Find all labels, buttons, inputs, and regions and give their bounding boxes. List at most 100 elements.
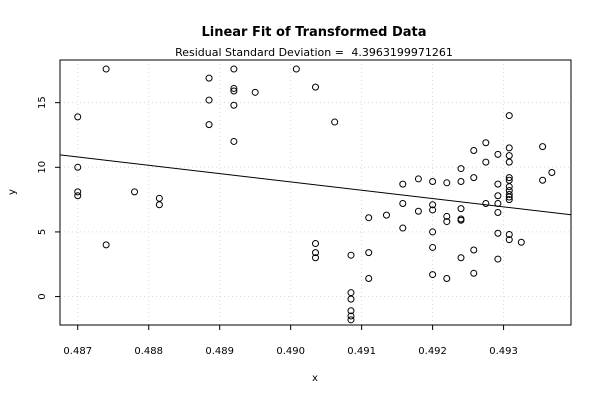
- data-point: [131, 188, 139, 196]
- fit-line: [59, 154, 572, 216]
- chart-title: Linear Fit of Transformed Data: [201, 25, 426, 40]
- data-point: [494, 209, 502, 217]
- data-point: [205, 121, 213, 129]
- y-tick-label: 0: [37, 293, 48, 299]
- data-point: [292, 65, 300, 73]
- x-tick-label: 0.493: [489, 346, 518, 357]
- subtitle-label: Residual Standard Deviation =: [175, 46, 344, 59]
- data-point: [347, 251, 355, 259]
- data-point: [365, 274, 373, 282]
- data-point: [494, 150, 502, 158]
- data-point: [505, 231, 513, 239]
- data-point: [539, 143, 547, 151]
- data-point: [102, 241, 110, 249]
- data-point: [457, 254, 465, 262]
- data-point: [482, 139, 490, 147]
- data-point: [74, 192, 82, 200]
- subtitle-value: 4.3963199971261: [351, 46, 452, 59]
- data-point: [443, 179, 451, 187]
- data-point: [331, 118, 339, 126]
- data-point: [457, 216, 465, 224]
- y-tick-label: 5: [37, 229, 48, 235]
- data-point: [470, 246, 478, 254]
- data-point: [494, 180, 502, 188]
- x-axis-title: x: [312, 373, 318, 384]
- chart-subtitle: Residual Standard Deviation = 4.39631999…: [175, 46, 453, 59]
- data-point: [539, 176, 547, 184]
- data-point: [505, 193, 513, 201]
- data-point: [470, 146, 478, 154]
- y-tick-label: 15: [37, 96, 48, 109]
- data-point: [505, 236, 513, 244]
- data-point: [155, 201, 163, 209]
- data-point: [347, 316, 355, 324]
- axes: 0.487 0.488 0.489 0.490 0.491 0.492 0.493 0 5 10 1…: [37, 96, 518, 357]
- data-point: [505, 174, 513, 182]
- data-point: [399, 224, 407, 232]
- data-point: [470, 174, 478, 182]
- data-point: [312, 83, 319, 91]
- data-point: [365, 249, 373, 257]
- data-point: [443, 212, 451, 220]
- data-point: [494, 192, 502, 200]
- data-point: [470, 269, 478, 277]
- data-points: [74, 65, 556, 324]
- data-point: [312, 254, 319, 262]
- x-tick-label: 0.488: [134, 346, 163, 357]
- grid-lines: [60, 60, 571, 325]
- data-point: [382, 211, 390, 219]
- data-point: [312, 240, 319, 248]
- x-tick-label: 0.487: [63, 346, 92, 357]
- data-point: [251, 88, 259, 96]
- data-point: [505, 196, 513, 204]
- x-tick-label: 0.492: [418, 346, 447, 357]
- data-point: [414, 175, 422, 183]
- data-point: [399, 180, 407, 188]
- data-point: [505, 112, 513, 120]
- data-point: [443, 218, 451, 226]
- data-point: [494, 229, 502, 237]
- data-point: [74, 163, 82, 171]
- data-point: [505, 158, 513, 166]
- data-point: [429, 201, 437, 209]
- x-tick-label: 0.490: [276, 346, 305, 357]
- data-point: [230, 84, 238, 92]
- data-point: [429, 243, 437, 251]
- data-point: [205, 74, 213, 82]
- data-point: [230, 65, 238, 73]
- data-point: [365, 214, 373, 222]
- data-point: [517, 238, 525, 246]
- data-point: [457, 205, 465, 213]
- data-point: [482, 199, 490, 207]
- x-tick-label: 0.491: [347, 346, 376, 357]
- data-point: [548, 168, 556, 176]
- data-point: [494, 255, 502, 263]
- data-point: [102, 65, 110, 73]
- data-point: [205, 96, 213, 104]
- data-point: [74, 113, 82, 121]
- data-point: [414, 207, 422, 215]
- data-point: [457, 165, 465, 173]
- y-axis-title: y: [7, 189, 18, 195]
- data-point: [429, 178, 437, 186]
- data-point: [505, 183, 513, 191]
- data-point: [312, 249, 319, 257]
- data-point: [443, 274, 451, 282]
- data-point: [230, 101, 238, 109]
- data-point: [347, 312, 355, 320]
- data-point: [457, 178, 465, 186]
- data-point: [347, 307, 355, 315]
- data-point: [429, 271, 437, 279]
- data-point: [230, 87, 238, 95]
- data-point: [347, 295, 355, 303]
- data-point: [74, 188, 82, 196]
- data-point: [505, 190, 513, 198]
- plot-frame: [59, 59, 572, 326]
- fit-line-group: [59, 154, 572, 216]
- data-point: [399, 199, 407, 207]
- data-point: [505, 144, 513, 152]
- data-point: [429, 206, 437, 214]
- data-point: [230, 137, 238, 145]
